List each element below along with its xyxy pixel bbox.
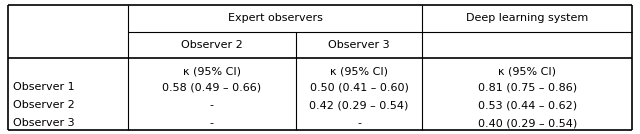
Text: Expert observers: Expert observers	[228, 14, 323, 23]
Text: 0.81 (0.75 – 0.86): 0.81 (0.75 – 0.86)	[478, 82, 577, 92]
Text: 0.53 (0.44 – 0.62): 0.53 (0.44 – 0.62)	[478, 100, 577, 110]
Text: Observer 2: Observer 2	[181, 40, 243, 50]
Text: Observer 1: Observer 1	[13, 82, 74, 92]
Text: Deep learning system: Deep learning system	[466, 14, 589, 23]
Text: Observer 3: Observer 3	[328, 40, 390, 50]
Text: κ (95% CI): κ (95% CI)	[499, 66, 556, 76]
Text: 0.42 (0.29 – 0.54): 0.42 (0.29 – 0.54)	[309, 100, 409, 110]
Text: κ (95% CI): κ (95% CI)	[183, 66, 241, 76]
Text: -: -	[357, 118, 361, 128]
Text: 0.58 (0.49 – 0.66): 0.58 (0.49 – 0.66)	[163, 82, 261, 92]
Text: Observer 2: Observer 2	[13, 100, 74, 110]
Text: -: -	[210, 100, 214, 110]
Text: 0.40 (0.29 – 0.54): 0.40 (0.29 – 0.54)	[477, 118, 577, 128]
Text: 0.50 (0.41 – 0.60): 0.50 (0.41 – 0.60)	[310, 82, 408, 92]
Text: κ (95% CI): κ (95% CI)	[330, 66, 388, 76]
Text: -: -	[210, 118, 214, 128]
Text: Observer 3: Observer 3	[13, 118, 74, 128]
